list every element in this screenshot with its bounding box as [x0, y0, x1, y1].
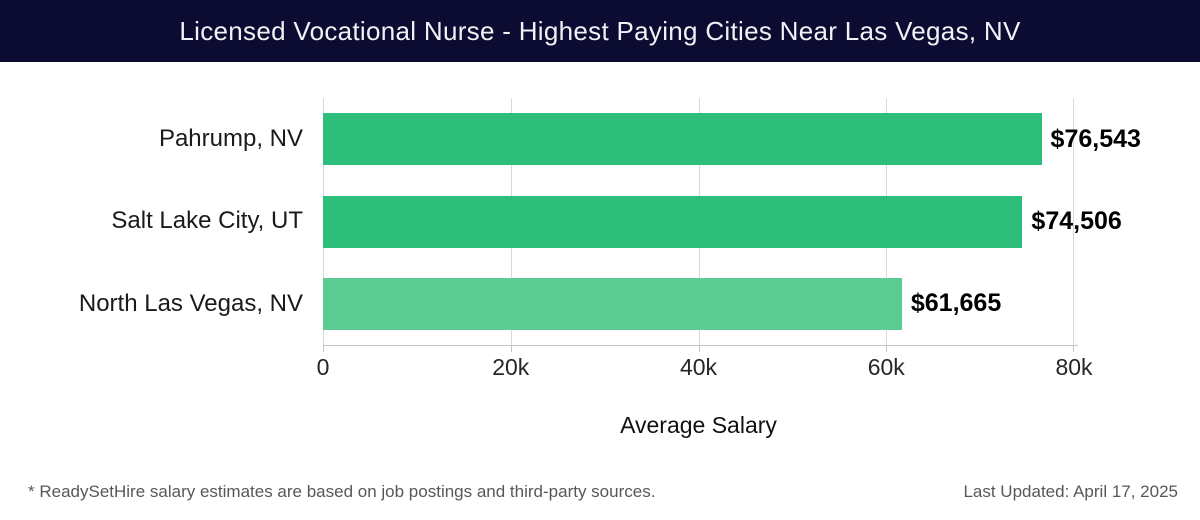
- x-tick-label: 40k: [679, 354, 718, 380]
- header-bar: Licensed Vocational Nurse - Highest Payi…: [0, 0, 1200, 62]
- chart-bar: [323, 277, 902, 330]
- x-axis-tick: [886, 345, 888, 352]
- x-tick-label: 20k: [492, 354, 530, 380]
- category-label: Pahrump, NV: [158, 125, 303, 153]
- chart-bar: [323, 195, 1023, 248]
- bar-value-label: $76,543: [1050, 124, 1141, 153]
- last-updated-text: Last Updated: April 17, 2025: [963, 482, 1178, 501]
- x-tick-label: 0: [316, 354, 330, 380]
- x-axis-tick: [323, 345, 324, 352]
- x-axis-line: [323, 345, 1078, 346]
- footnote-text: * ReadySetHire salary estimates are base…: [28, 482, 656, 501]
- x-tick-label: 60k: [867, 354, 905, 380]
- category-label: North Las Vegas, NV: [78, 289, 303, 317]
- category-label: Salt Lake City, UT: [111, 207, 303, 235]
- plot-area: 0 20k 40k 60k 80k $76,543 Pahrump, NV $74,506 Sa…: [79, 98, 1141, 380]
- bar-value-label: $61,665: [910, 289, 1002, 318]
- gridline: [1073, 98, 1074, 345]
- x-axis-title: Average Salary: [620, 412, 777, 438]
- x-axis-tick: [698, 345, 700, 352]
- bar-value-label: $74,506: [1031, 206, 1122, 235]
- page-title: Licensed Vocational Nurse - Highest Payi…: [179, 15, 1021, 46]
- chart-bar: [323, 113, 1042, 166]
- x-axis-tick: [510, 345, 512, 352]
- x-tick-label: 80k: [1055, 354, 1093, 380]
- x-axis-tick: [1073, 345, 1074, 352]
